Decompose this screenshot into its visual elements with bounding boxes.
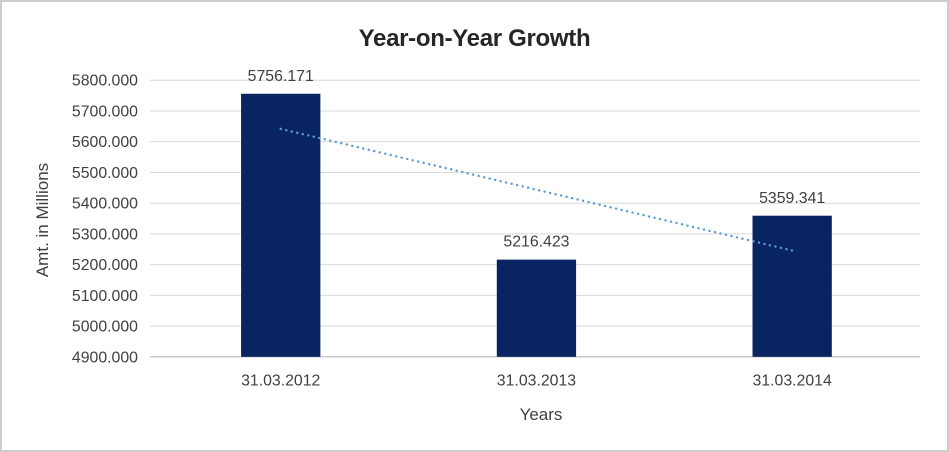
x-axis-title: Years (519, 405, 563, 424)
bar-value-label: 5359.341 (759, 190, 825, 207)
y-tick-label: 5000.000 (72, 319, 138, 336)
y-tick-label: 5600.000 (72, 134, 138, 151)
x-tick-label: 31.03.2012 (241, 373, 320, 390)
y-tick-label: 4900.000 (72, 349, 138, 366)
y-tick-label: 5700.000 (72, 103, 138, 120)
bar (752, 215, 832, 357)
trendline (279, 127, 794, 252)
bar-value-label: 5216.423 (503, 234, 569, 251)
y-tick-label: 5100.000 (72, 288, 138, 305)
x-tick-label: 31.03.2013 (497, 373, 576, 390)
bar-value-label: 5756.171 (248, 68, 314, 85)
bar (241, 93, 321, 357)
x-tick-label: 31.03.2014 (753, 373, 832, 390)
bar (496, 259, 577, 357)
y-tick-label: 5200.000 (72, 257, 138, 274)
y-tick-label: 5300.000 (72, 226, 138, 243)
y-tick-label: 5500.000 (72, 165, 138, 182)
chart-title: Year-on-Year Growth (358, 25, 591, 52)
y-tick-label: 5800.000 (72, 73, 138, 90)
y-tick-label: 5400.000 (72, 196, 138, 213)
